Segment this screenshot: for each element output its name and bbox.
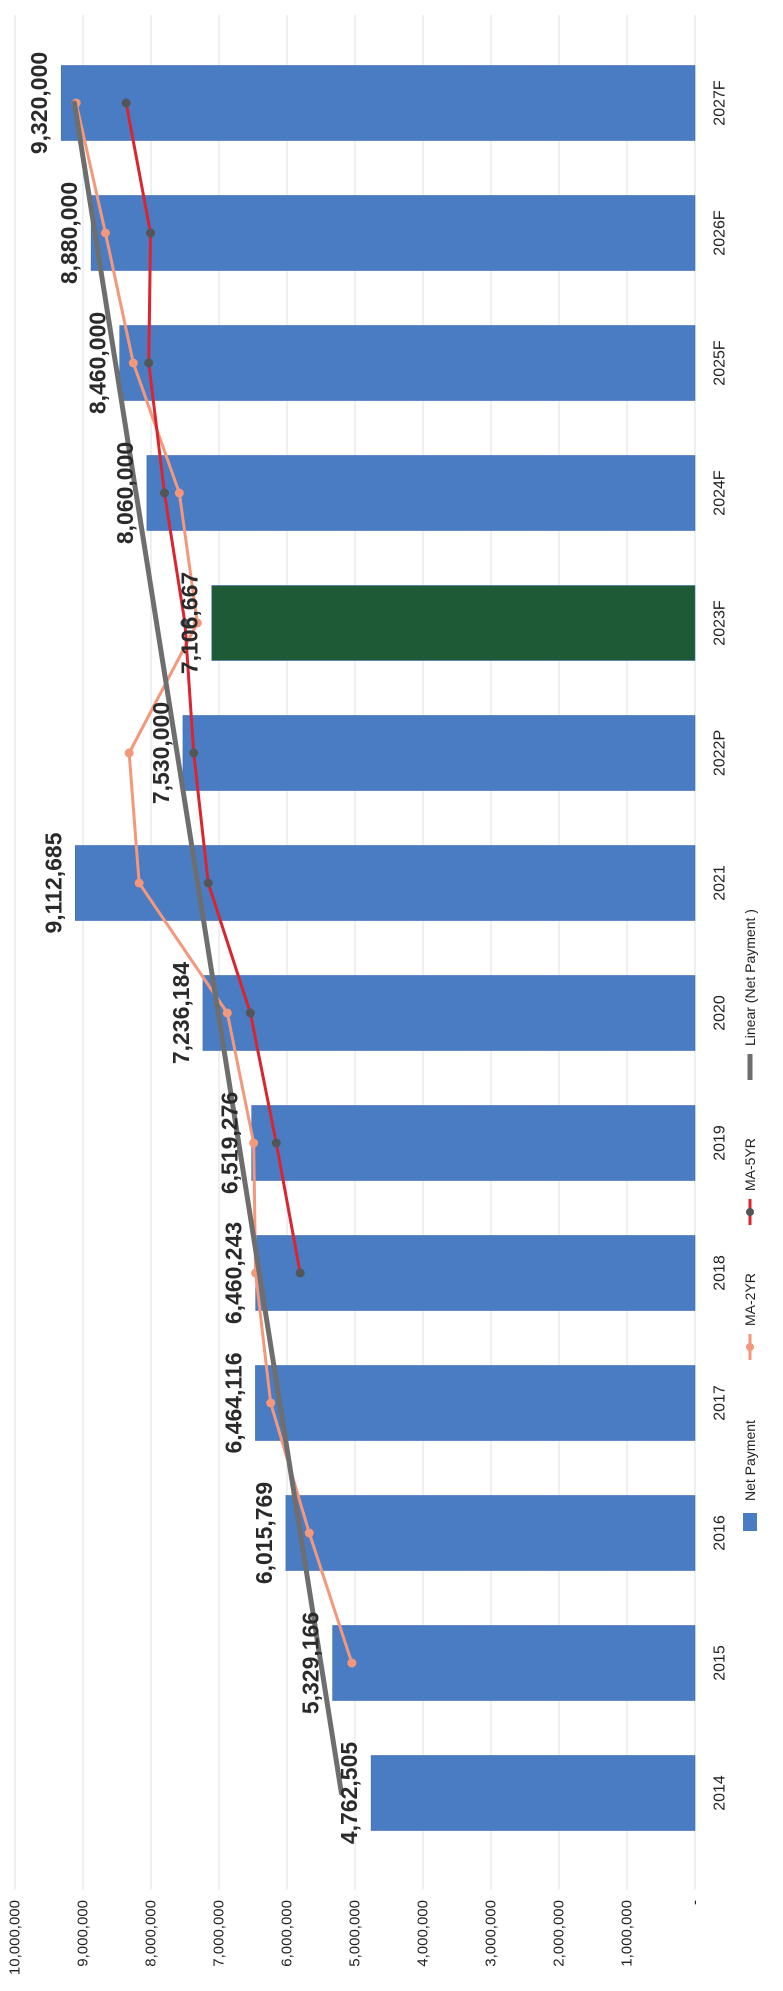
data-label-2027F: 9,320,000 [26, 52, 52, 154]
category-label-2018: 2018 [712, 1255, 729, 1291]
marker-ma-2yr-8 [192, 618, 202, 628]
bar-2018 [255, 1235, 696, 1311]
category-label-2016: 2016 [712, 1515, 729, 1551]
bar-2021 [75, 845, 696, 921]
bar-2025F [119, 325, 696, 401]
category-label-2022P: 2022P [712, 730, 729, 776]
marker-ma-5yr-4 [189, 748, 199, 758]
data-labels: 4,762,505 5,329,166 6,015,769 6,464,116 6,46… [26, 52, 362, 1844]
data-label-2025F: 8,460,000 [85, 312, 111, 414]
marker-ma-2yr-2 [266, 1398, 276, 1408]
bar-2027F [60, 65, 696, 141]
value-tick-label-7: 7,000,000 [211, 1900, 228, 1967]
marker-ma-5yr-2 [245, 1008, 255, 1018]
category-label-2024F: 2024F [712, 470, 729, 516]
marker-ma-2yr-0 [347, 1658, 357, 1668]
bar-2020 [202, 975, 696, 1051]
marker-ma-5yr-0 [295, 1268, 305, 1278]
legend-marker-ma-5yr [746, 1208, 754, 1216]
marker-ma-5yr-9 [121, 98, 131, 108]
data-label-2016: 6,015,769 [251, 1482, 277, 1584]
value-tick-label-5: 5,000,000 [347, 1900, 364, 1967]
category-label-2025F: 2025F [712, 340, 729, 386]
marker-ma-2yr-5 [222, 1008, 232, 1018]
marker-ma-5yr-7 [144, 358, 154, 368]
value-tick-label-6: 6,000,000 [279, 1900, 296, 1967]
data-label-2020: 7,236,184 [168, 962, 194, 1065]
data-label-2015: 5,329,166 [298, 1612, 324, 1714]
value-tick-label-1: 1,000,000 [619, 1900, 636, 1967]
bar-2023F [211, 585, 696, 661]
legend: Net Payment MA-2YR MA-5YR Linear (Net Payme… [742, 909, 758, 1531]
data-label-2023F: 7,106,667 [177, 572, 203, 674]
gridlines [14, 15, 696, 1890]
line-ma-5yr [124, 101, 302, 1275]
bar-2017 [255, 1365, 696, 1441]
marker-ma-2yr-6 [134, 878, 144, 888]
value-tick-label-4: 4,000,000 [415, 1900, 432, 1967]
category-label-2026F: 2026F [712, 210, 729, 256]
data-label-2018: 6,460,243 [221, 1222, 247, 1324]
marker-ma-2yr-1 [304, 1528, 314, 1538]
category-axis: 2014 2015 2016 2017 2018 2019 2020 2021 2022P 202… [712, 80, 729, 1811]
bar-2024F [146, 455, 696, 531]
marker-ma-5yr-6 [159, 488, 169, 498]
bar-2015 [332, 1625, 696, 1701]
legend-marker-ma-2yr [746, 1343, 754, 1351]
category-label-2027F: 2027F [712, 80, 729, 126]
data-label-2014: 4,762,505 [336, 1742, 362, 1845]
category-label-2019: 2019 [712, 1125, 729, 1161]
value-tick-label-9: 9,000,000 [75, 1900, 92, 1967]
value-tick-label-8: 8,000,000 [143, 1900, 160, 1967]
data-label-2022P: 7,530,000 [148, 702, 174, 804]
marker-ma-2yr-11 [100, 228, 110, 238]
data-label-2026F: 8,880,000 [56, 182, 82, 284]
marker-ma-2yr-4 [249, 1138, 259, 1148]
data-label-2024F: 8,060,000 [112, 442, 138, 544]
bar-2019 [251, 1105, 696, 1181]
category-label-2015: 2015 [712, 1645, 729, 1681]
legend-label-2: MA-5YR [742, 1138, 758, 1191]
value-axis: - 1,000,000 2,000,000 3,000,000 4,000,000 5,0… [7, 1900, 704, 1975]
data-label-2019: 6,519,276 [217, 1092, 243, 1194]
line-linear-net-payment [71, 100, 344, 1796]
legend-label-1: MA-2YR [742, 1273, 758, 1326]
marker-ma-5yr-3 [203, 878, 213, 888]
category-label-2017: 2017 [712, 1385, 729, 1421]
marker-ma-2yr-9 [174, 488, 184, 498]
legend-swatch-net-payment [743, 1513, 757, 1531]
data-label-2017: 6,464,116 [220, 1352, 246, 1453]
value-tick-label-2: 2,000,000 [551, 1900, 568, 1967]
bar-2026F [90, 195, 696, 271]
bar-series-net-payment [60, 65, 696, 1831]
value-tick-label-0: - [687, 1900, 704, 1905]
value-tick-label-3: 3,000,000 [483, 1900, 500, 1967]
bar-2014 [370, 1755, 696, 1831]
marker-ma-5yr-8 [146, 228, 156, 238]
marker-ma-5yr-1 [271, 1138, 281, 1148]
marker-ma-2yr-10 [128, 358, 138, 368]
category-label-2023F: 2023F [712, 600, 729, 646]
legend-label-0: Net Payment [742, 1420, 758, 1501]
bar-2016 [285, 1495, 696, 1571]
data-label-2021: 9,112,685 [40, 832, 66, 933]
value-tick-label-10: 10,000,000 [7, 1900, 24, 1975]
marker-ma-2yr-7 [124, 748, 134, 758]
category-label-2014: 2014 [712, 1775, 729, 1811]
line-series [71, 98, 357, 1796]
bar-2022P [182, 715, 696, 791]
category-label-2020: 2020 [712, 995, 729, 1031]
legend-label-3: Linear (Net Payment ) [742, 909, 758, 1046]
marker-ma-5yr-5 [180, 618, 190, 628]
category-label-2021: 2021 [712, 865, 729, 901]
